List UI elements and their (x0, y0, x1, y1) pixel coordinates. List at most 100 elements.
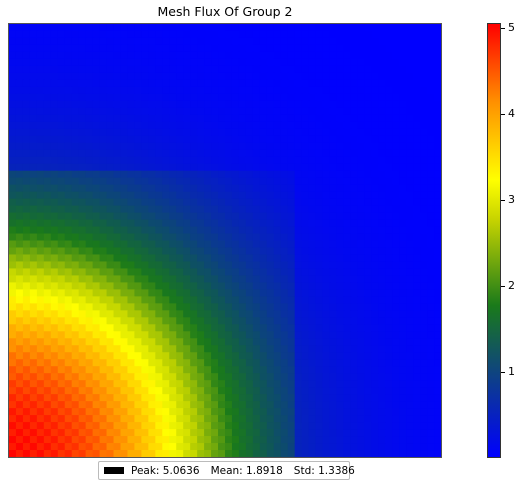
heatmap-cell (301, 275, 310, 284)
heatmap-cell (190, 261, 198, 270)
heatmap-cell (357, 394, 365, 402)
heatmap-cell (211, 359, 219, 367)
heatmap-cell (106, 387, 115, 395)
heatmap-cell (92, 86, 101, 95)
heatmap-cell (378, 58, 386, 67)
heatmap-cell (127, 275, 136, 284)
heatmap-cell (9, 128, 17, 137)
heatmap-cell (399, 331, 407, 339)
heatmap-cell (176, 156, 184, 165)
heatmap-cell (218, 317, 226, 325)
heatmap-cell (43, 219, 52, 228)
heatmap-cell (308, 268, 317, 277)
heatmap-cell (120, 275, 129, 284)
heatmap-cell (378, 331, 386, 339)
heatmap-cell (148, 254, 156, 263)
heatmap-cell (99, 142, 108, 151)
heatmap-cell (273, 401, 282, 409)
heatmap-cell (204, 24, 212, 32)
heatmap-cell (308, 331, 317, 339)
heatmap-cell (85, 450, 94, 457)
heatmap-cell (155, 415, 163, 423)
heatmap-cell (315, 352, 324, 360)
heatmap-cell (434, 443, 441, 451)
heatmap-cell (71, 401, 80, 409)
heatmap-cell (434, 429, 441, 437)
heatmap-cell (231, 149, 240, 158)
heatmap-cell (245, 324, 254, 332)
heatmap-cell (141, 30, 149, 39)
heatmap-cell (50, 114, 59, 123)
heatmap-cell (252, 303, 261, 311)
heatmap-cell (301, 408, 310, 416)
heatmap-cell (350, 282, 358, 290)
heatmap-cell (231, 114, 240, 123)
heatmap-cell (211, 156, 219, 165)
heatmap-cell (371, 282, 379, 290)
heatmap-cell (406, 86, 414, 95)
heatmap-cell (113, 429, 122, 437)
heatmap-cell (92, 212, 101, 221)
heatmap-cell (301, 240, 310, 249)
heatmap-cell (85, 44, 94, 53)
heatmap-cell (238, 317, 247, 325)
heatmap-cell (78, 65, 87, 74)
heatmap-cell (322, 254, 331, 263)
heatmap-cell (15, 436, 24, 444)
heatmap-cell (218, 387, 226, 395)
heatmap-cell (315, 121, 324, 130)
heatmap-cell (287, 240, 296, 249)
heatmap-cell (427, 359, 435, 367)
heatmap-cell (92, 30, 101, 39)
heatmap-cell (148, 275, 156, 284)
heatmap-cell (113, 107, 122, 116)
heatmap-cell (169, 240, 177, 249)
heatmap-cell (134, 303, 142, 311)
heatmap-cell (169, 37, 177, 46)
heatmap-cell (113, 24, 122, 32)
heatmap-cell (231, 240, 240, 249)
heatmap-cell (238, 170, 247, 179)
heatmap-cell (427, 107, 435, 116)
heatmap-cell (204, 415, 212, 423)
heatmap-cell (57, 177, 66, 186)
heatmap-cell (50, 394, 59, 402)
heatmap-cell (99, 51, 108, 60)
heatmap-cell (308, 135, 317, 144)
heatmap-cell (85, 415, 94, 423)
heatmap-cell (343, 387, 352, 395)
heatmap-cell (385, 226, 393, 235)
heatmap-cell (329, 275, 338, 284)
heatmap-cell (106, 205, 115, 214)
heatmap-cell (127, 247, 136, 256)
heatmap-cell (99, 415, 108, 423)
heatmap-cell (162, 366, 170, 374)
heatmap-cell (57, 170, 66, 179)
heatmap-cell (266, 219, 275, 228)
heatmap-cell (134, 100, 142, 109)
heatmap-cell (162, 240, 170, 249)
heatmap-cell (134, 387, 142, 395)
heatmap-cell (343, 324, 352, 332)
heatmap-cell (218, 268, 226, 277)
heatmap-cell (427, 191, 435, 200)
heatmap-cell (71, 247, 80, 256)
heatmap-cell (169, 191, 177, 200)
heatmap-cell (43, 282, 52, 290)
heatmap-cell (364, 121, 372, 130)
heatmap-cell (120, 254, 129, 263)
heatmap-cell (343, 135, 352, 144)
heatmap-cell (57, 191, 66, 200)
heatmap-cell (22, 177, 31, 186)
heatmap-cell (336, 450, 345, 457)
heatmap-cell (113, 114, 122, 123)
heatmap-cell (294, 212, 303, 221)
heatmap-cell (322, 58, 331, 67)
heatmap-cell (134, 331, 142, 339)
heatmap-cell (406, 51, 414, 60)
heatmap-cell (308, 156, 317, 165)
heatmap-cell (211, 114, 219, 123)
heatmap-cell (427, 100, 435, 109)
heatmap-cell (266, 107, 275, 116)
heatmap-cell (22, 233, 31, 242)
